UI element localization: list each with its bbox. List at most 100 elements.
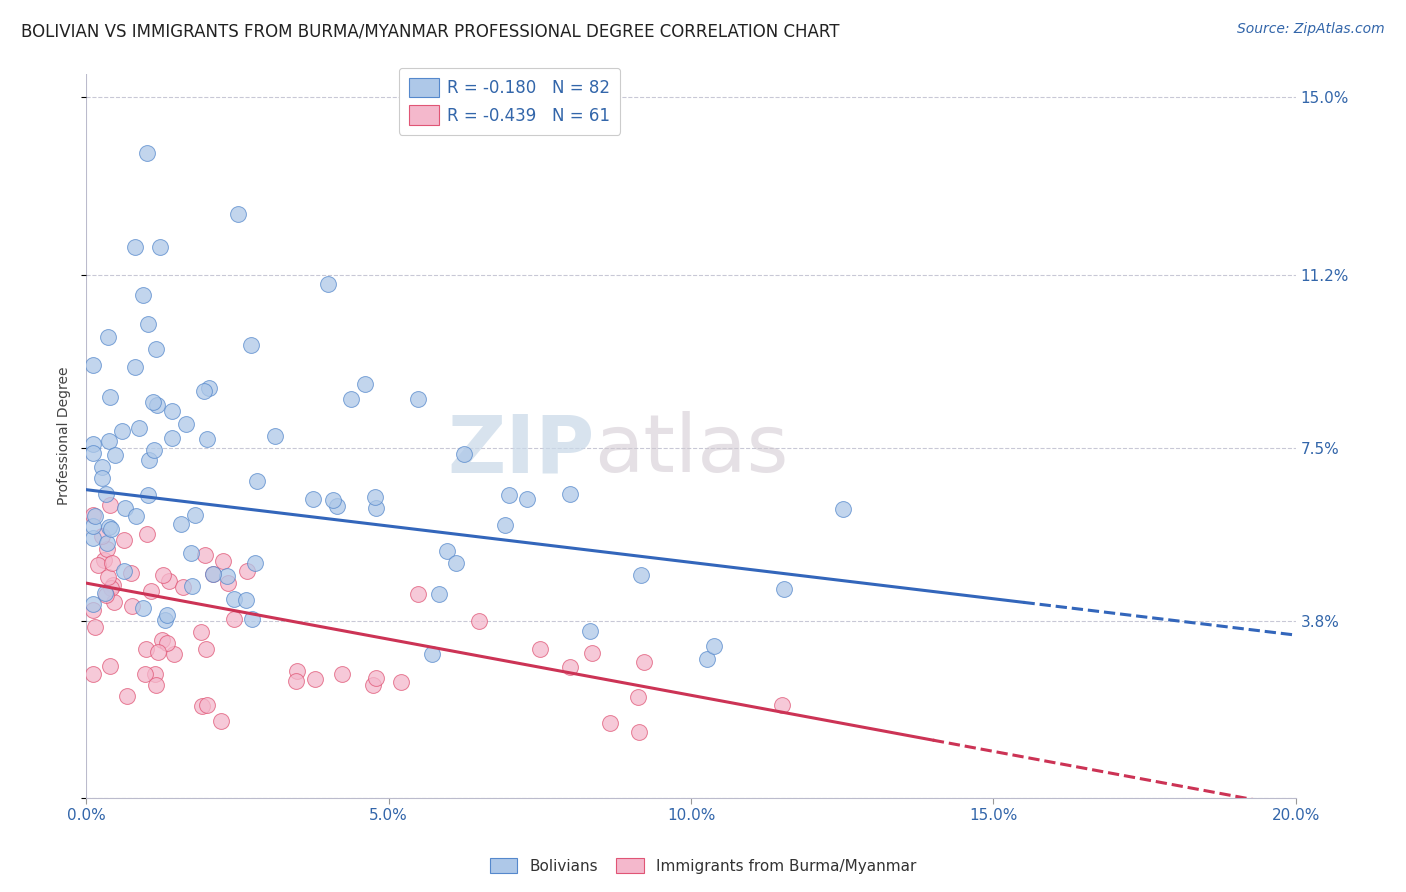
Point [353,376,375,391]
Point [240,338,263,352]
Point [406,586,429,600]
Point [104,448,127,462]
Point [190,699,212,714]
Point [326,499,349,513]
Point [100,522,122,536]
Point [170,517,193,532]
Point [201,566,224,581]
Point [494,518,516,533]
Point [82,531,104,545]
Point [98,390,121,404]
Point [98,658,121,673]
Point [626,690,648,705]
Point [436,544,458,558]
Point [330,666,353,681]
Point [630,567,652,582]
Point [236,564,259,578]
Point [82,667,104,681]
Point [124,360,146,375]
Point [581,646,603,660]
Point [558,660,581,674]
Point [420,647,443,661]
Point [111,424,134,438]
Point [93,553,115,567]
Point [243,556,266,570]
Point [82,358,104,372]
Point [112,565,135,579]
Point [364,490,387,504]
Point [101,556,124,570]
Point [446,556,468,570]
Point [302,491,325,506]
Point [94,586,117,600]
Point [136,488,159,502]
Text: BOLIVIAN VS IMMIGRANTS FROM BURMA/MYANMAR PROFESSIONAL DEGREE CORRELATION CHART: BOLIVIAN VS IMMIGRANTS FROM BURMA/MYANMA… [21,22,839,40]
Point [135,526,157,541]
Point [215,569,238,583]
Text: atlas: atlas [595,411,789,490]
Point [98,520,121,534]
Point [195,432,218,446]
Point [529,641,551,656]
Point [172,580,194,594]
Y-axis label: Professional Degree: Professional Degree [58,367,72,505]
Point [184,508,207,522]
Point [149,239,172,253]
Point [91,529,114,543]
Point [193,384,215,398]
Point [134,666,156,681]
Point [87,558,110,573]
Point [82,603,104,617]
Point [114,501,136,516]
Point [138,452,160,467]
Point [120,566,142,581]
Point [150,633,173,648]
Point [226,207,249,221]
Point [322,493,344,508]
Point [558,487,581,501]
Point [145,677,167,691]
Point [143,666,166,681]
Point [136,317,159,331]
Point [304,673,326,687]
Point [97,570,120,584]
Point [240,612,263,626]
Point [132,288,155,302]
Point [96,536,118,550]
Point [121,599,143,613]
Point [96,541,118,556]
Point [135,641,157,656]
Point [599,715,621,730]
Point [84,508,107,523]
Point [703,640,725,654]
Point [222,592,245,607]
Point [366,501,388,516]
Point [155,613,177,627]
Point [128,421,150,435]
Point [83,620,105,634]
Point [339,392,361,407]
Point [97,330,120,344]
Point [427,587,450,601]
Point [201,567,224,582]
Point [773,582,796,596]
Point [157,574,180,589]
Point [246,474,269,488]
Point [132,600,155,615]
Point [696,652,718,666]
Point [117,689,139,703]
Text: Source: ZipAtlas.com: Source: ZipAtlas.com [1237,22,1385,37]
Point [103,595,125,609]
Point [180,546,202,560]
Point [316,277,339,292]
Point [516,491,538,506]
Point [628,725,651,739]
Point [142,394,165,409]
Point [163,648,186,662]
Point [770,698,793,712]
Point [212,554,235,568]
Point [222,612,245,626]
Point [124,240,146,254]
Point [209,714,232,729]
Point [94,487,117,501]
